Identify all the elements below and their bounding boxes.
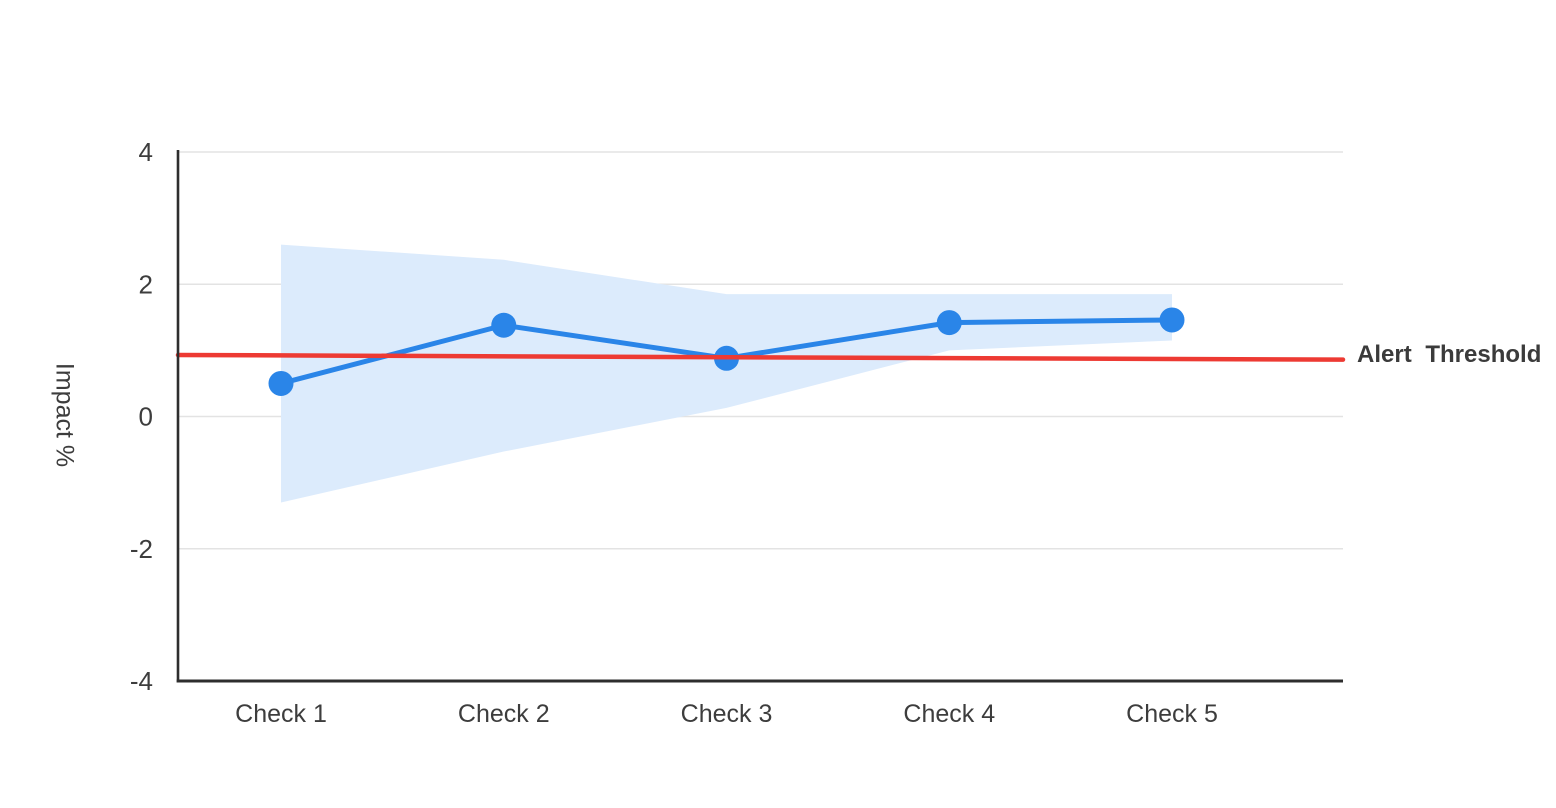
x-tick-label: Check 4 [903, 700, 995, 728]
x-tick-label: Check 2 [458, 700, 550, 728]
threshold-label: Alert Threshold [1357, 341, 1542, 368]
y-tick-label: 0 [139, 402, 153, 432]
threshold-line [175, 352, 1346, 362]
y-tick-label: 4 [139, 137, 153, 167]
y-tick-labels: 4 2 0 -2 -4 [130, 137, 153, 696]
confidence-band-layer [281, 244, 1172, 503]
data-point [1159, 307, 1185, 333]
x-tick-label: Check 1 [235, 700, 327, 728]
x-tick-labels: Check 1 Check 2 Check 3 Check 4 Check 5 [235, 700, 1218, 728]
data-point [936, 310, 962, 336]
x-tick-label: Check 5 [1126, 700, 1218, 728]
data-point [268, 370, 294, 396]
y-tick-label: -2 [130, 534, 153, 564]
y-tick-label: 2 [139, 269, 153, 299]
y-axis-title: Impact % [50, 362, 79, 468]
y-tick-label: -4 [130, 666, 153, 696]
confidence-band [281, 244, 1172, 503]
x-tick-label: Check 3 [681, 700, 773, 728]
data-point [491, 312, 517, 338]
threshold-layer [175, 352, 1346, 362]
